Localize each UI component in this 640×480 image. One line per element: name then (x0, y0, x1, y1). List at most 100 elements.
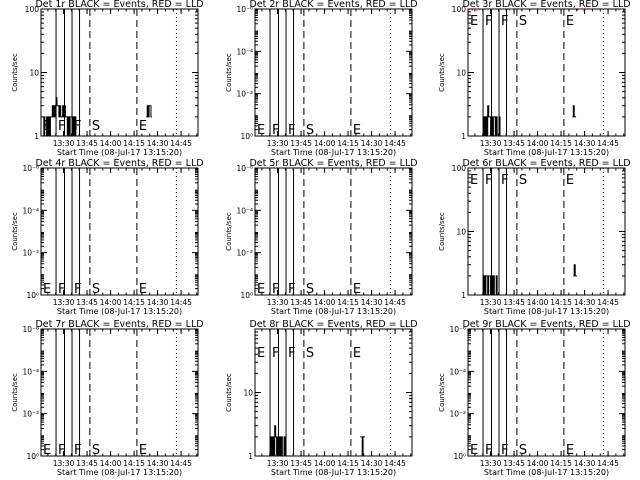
x-axis-label: Start Time (08-Jul-17 13:15:20) (57, 468, 182, 477)
x-tick-label: 14:00 (527, 298, 549, 307)
panel-title: Det 5r BLACK = Events, RED = LLD (249, 158, 417, 169)
x-tick-label: 14:30 (361, 459, 383, 468)
plot-frame (40, 328, 199, 457)
y-tick-label: 10⁻⁶ (236, 164, 253, 173)
panel-title: Det 6r BLACK = Events, RED = LLD (462, 158, 630, 169)
x-tick-label: 13:30 (480, 139, 502, 148)
x-tick-label: 14:45 (597, 298, 619, 307)
interval-marker-e: E (257, 123, 265, 138)
interval-marker-f: F (288, 346, 295, 361)
y-tick-label: 10⁰ (453, 452, 466, 461)
interval-marker-e: E (566, 14, 574, 29)
interval-marker-s: S (306, 346, 314, 361)
y-tick-label: 10⁻⁶ (22, 325, 39, 334)
y-tick-label: 1 (248, 452, 253, 461)
y-axis-label: Counts/sec (225, 212, 233, 251)
x-tick-label: 13:45 (290, 139, 312, 148)
interval-marker-e: E (470, 173, 478, 188)
x-tick-label: 14:15 (123, 139, 145, 148)
y-axis-label: Counts/sec (438, 53, 446, 92)
panel-title: Det 8r BLACK = Events, RED = LLD (249, 319, 417, 330)
y-tick-label: 10⁻⁶ (22, 164, 39, 173)
panel-title: Det 4r BLACK = Events, RED = LLD (35, 158, 203, 169)
x-tick-label: 13:45 (503, 298, 525, 307)
interval-marker-e: E (470, 443, 478, 458)
detector-panel-9: Det 9r BLACK = Events, RED = LLD 10⁰ 10⁻² 1… (438, 319, 631, 477)
y-tick-label: 10⁰ (26, 452, 39, 461)
panel-title: Det 3r BLACK = Events, RED = LLD (462, 0, 630, 10)
interval-marker-f: F (272, 123, 279, 138)
detector-panel-8: Det 8r BLACK = Events, RED = LLD 1 10 13:30… (225, 319, 418, 477)
interval-marker-s: S (92, 443, 100, 458)
interval-marker-s: S (92, 282, 100, 297)
x-axis-label: Start Time (08-Jul-17 13:15:20) (57, 148, 182, 157)
interval-marker-e: E (353, 282, 361, 297)
interval-marker-e: E (139, 119, 147, 134)
x-tick-label: 13:30 (267, 459, 289, 468)
x-tick-label: 14:15 (337, 139, 359, 148)
x-tick-label: 13:30 (53, 139, 75, 148)
plot-frame (254, 167, 413, 296)
interval-marker-s: S (519, 443, 527, 458)
detector-panel-5: Det 5r BLACK = Events, RED = LLD 10⁰ 10⁻² 1… (225, 158, 418, 316)
interval-marker-f: F (58, 282, 65, 297)
interval-marker-s: S (306, 282, 314, 297)
x-tick-label: 14:45 (384, 298, 406, 307)
detector-panel-7: Det 7r BLACK = Events, RED = LLD 10⁰ 10⁻² 1… (11, 319, 204, 477)
interval-marker-s: S (519, 14, 527, 29)
x-axis-label: Start Time (08-Jul-17 13:15:20) (271, 148, 396, 157)
interval-marker-e: E (43, 282, 51, 297)
y-tick-label: 10 (456, 69, 466, 78)
y-tick-label: 10 (243, 389, 253, 398)
x-tick-label: 14:30 (147, 459, 169, 468)
x-tick-label: 14:30 (147, 139, 169, 148)
x-tick-label: 13:45 (76, 139, 98, 148)
x-tick-label: 14:15 (337, 298, 359, 307)
x-axis-label: Start Time (08-Jul-17 13:15:20) (271, 307, 396, 316)
interval-marker-f: F (485, 443, 492, 458)
interval-marker-f: F (272, 346, 279, 361)
x-tick-label: 14:15 (123, 459, 145, 468)
x-tick-label: 14:15 (550, 139, 572, 148)
y-tick-label: 10⁻⁴ (236, 206, 253, 215)
x-tick-label: 13:45 (503, 459, 525, 468)
panel-title: Det 1r BLACK = Events, RED = LLD (35, 0, 203, 10)
interval-marker-e: E (566, 443, 574, 458)
x-tick-label: 13:30 (53, 459, 75, 468)
y-tick-label: 1 (34, 132, 39, 141)
y-tick-label: 10⁻⁴ (449, 367, 466, 376)
x-tick-label: 14:45 (170, 459, 192, 468)
detector-panel-2: Det 2r BLACK = Events, RED = LLD 10⁰ 10⁻² 1… (225, 0, 418, 157)
y-tick-label: 10 (456, 228, 466, 237)
y-tick-label: 10 (29, 69, 39, 78)
interval-marker-s: S (519, 173, 527, 188)
y-tick-label: 10⁰ (240, 132, 253, 141)
x-tick-label: 14:00 (100, 459, 122, 468)
x-tick-label: 14:30 (147, 298, 169, 307)
interval-marker-e: E (353, 346, 361, 361)
x-tick-label: 14:45 (170, 298, 192, 307)
x-tick-label: 13:30 (53, 298, 75, 307)
x-tick-label: 13:30 (480, 298, 502, 307)
x-axis-label: Start Time (08-Jul-17 13:15:20) (484, 468, 609, 477)
interval-marker-f: F (501, 14, 508, 29)
interval-marker-f: F (485, 14, 492, 29)
x-tick-label: 14:45 (597, 459, 619, 468)
series-events (41, 97, 152, 137)
x-tick-label: 14:00 (527, 139, 549, 148)
interval-marker-e: E (139, 443, 147, 458)
interval-marker-f: F (272, 282, 279, 297)
plot-frame (467, 328, 626, 457)
x-axis-label: Start Time (08-Jul-17 13:15:20) (484, 307, 609, 316)
y-tick-label: 10⁻² (236, 90, 253, 99)
x-axis-label: Start Time (08-Jul-17 13:15:20) (271, 468, 396, 477)
y-tick-label: 10⁻⁶ (236, 5, 253, 14)
interval-marker-f: F (58, 443, 65, 458)
interval-marker-s: S (92, 119, 100, 134)
panel-title: Det 7r BLACK = Events, RED = LLD (35, 319, 203, 330)
x-tick-label: 14:30 (361, 298, 383, 307)
x-tick-label: 13:30 (267, 298, 289, 307)
y-tick-label: 10⁻⁴ (22, 367, 39, 376)
plot-frame (40, 167, 199, 296)
x-tick-label: 14:15 (123, 298, 145, 307)
